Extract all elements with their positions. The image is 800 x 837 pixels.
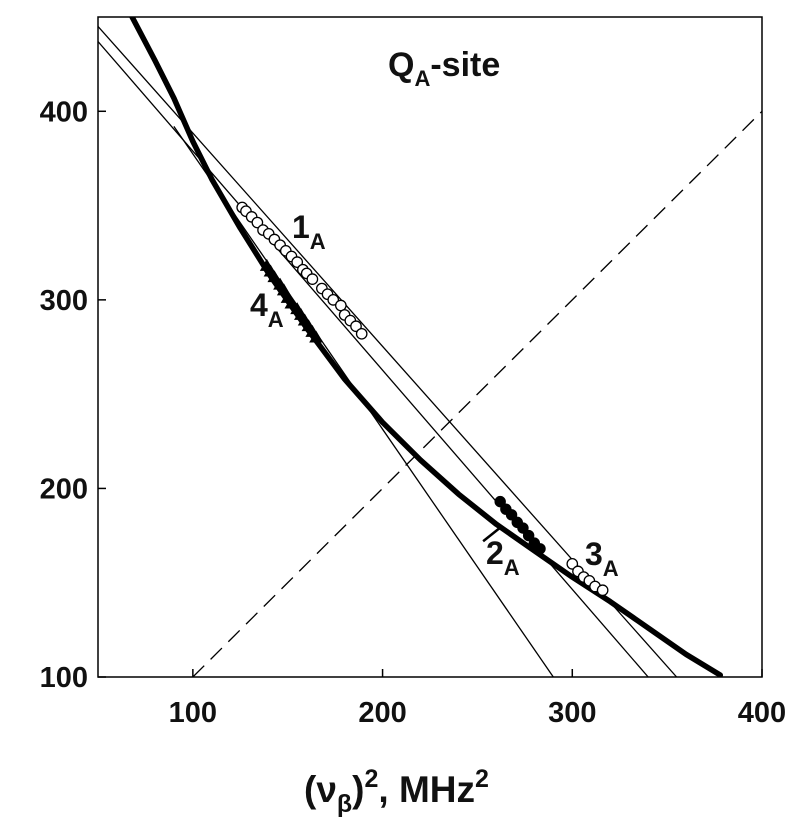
diagonal-dashed [192, 110, 762, 677]
plot-frame [97, 16, 763, 678]
point-2a-2 [505, 509, 518, 521]
axis-ticks: 100 200 300 400 100 200 300 400 [40, 96, 787, 729]
series-label-2a: 2A [486, 535, 520, 580]
point-4a-6 [284, 296, 299, 309]
series-label-3a: 3A [585, 536, 619, 581]
series-label-4a: 4A [250, 287, 284, 332]
y-tick-label-0: 100 [40, 662, 88, 694]
x-tick-label-2: 300 [548, 697, 596, 729]
x-tick-label-0: 100 [169, 697, 217, 729]
fit-line-b [98, 41, 649, 677]
point-4a-2 [267, 270, 282, 283]
point-1a-13 [306, 273, 319, 285]
x-axis-label: (νβ)2, MHz2 [304, 765, 489, 818]
data-points [236, 201, 609, 597]
hyperbola-thick [129, 17, 724, 677]
point-1a-16 [327, 294, 340, 306]
fit-curve [129, 17, 724, 677]
x-tick-label-1: 200 [358, 697, 406, 729]
x-tick-label-3: 400 [738, 697, 786, 729]
point-2a-0 [494, 495, 506, 508]
point-2a-4 [517, 522, 529, 534]
y-tick-label-1: 200 [40, 473, 88, 505]
reference-lines [98, 25, 762, 677]
series-label-1a: 1A [292, 209, 326, 254]
point-3a-5 [596, 584, 609, 597]
point-2a-5 [522, 529, 535, 542]
point-1a-21 [355, 327, 368, 340]
y-tick-label-2: 300 [40, 285, 88, 317]
chart-title: QA-site [388, 46, 500, 91]
point-2a-7 [534, 543, 546, 555]
point-4a-12 [309, 330, 324, 343]
y-tick-label-3: 400 [40, 96, 88, 128]
